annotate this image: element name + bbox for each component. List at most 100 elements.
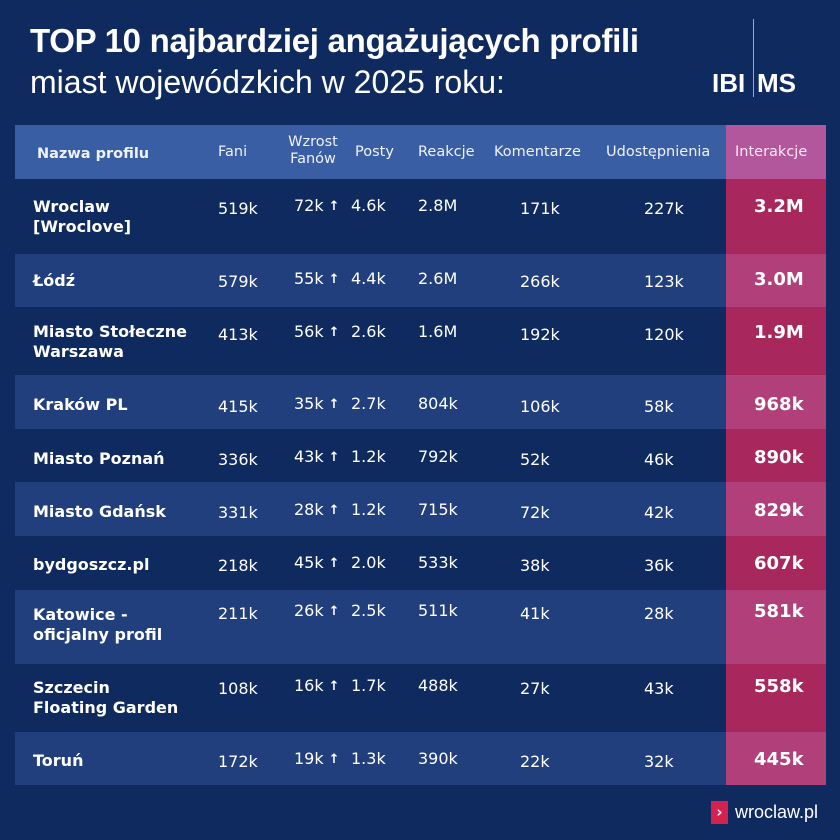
- posts-value: 2.7k: [351, 394, 386, 413]
- shares-value: 43k: [644, 679, 674, 698]
- profile-name: Wroclaw [Wroclove]: [33, 197, 131, 237]
- posts-value: 1.7k: [351, 676, 386, 695]
- growth-cell: 45k ↑: [294, 553, 340, 572]
- comments-value: 41k: [520, 604, 550, 623]
- profile-name: Miasto Stołeczne Warszawa: [33, 322, 187, 362]
- growth-cell: 19k ↑: [294, 749, 340, 768]
- fans-value: 579k: [218, 272, 258, 291]
- column-header-shares: Udostępnienia: [606, 144, 711, 160]
- profile-name-line2: Warszawa: [33, 342, 124, 361]
- reactions-value: 2.8M: [418, 196, 458, 215]
- interactions-value: 890k: [754, 447, 804, 468]
- growth-cell: 26k ↑: [294, 601, 340, 620]
- shares-value: 123k: [644, 272, 684, 291]
- interactions-value: 3.2M: [754, 196, 804, 217]
- arrow-up-icon: ↑: [328, 450, 340, 465]
- comments-value: 72k: [520, 503, 550, 522]
- table-row: Kraków PL 415k 35k ↑ 2.7k 804k 106k 58k 968k: [15, 375, 826, 429]
- arrow-up-icon: ↑: [328, 325, 340, 340]
- interactions-value: 968k: [754, 394, 804, 415]
- comments-value: 266k: [520, 272, 560, 291]
- column-header-posts: Posty: [355, 144, 394, 160]
- comments-value: 192k: [520, 325, 560, 344]
- posts-value: 2.0k: [351, 553, 386, 572]
- reactions-value: 533k: [418, 553, 458, 572]
- column-header-interactions: Interakcje: [735, 144, 808, 160]
- growth-cell: 16k ↑: [294, 676, 340, 695]
- interactions-cell: 1.9M: [726, 307, 826, 375]
- growth-value: 72k: [294, 196, 324, 215]
- profile-name: Toruń: [33, 751, 83, 771]
- column-header-reactions: Reakcje: [418, 144, 475, 160]
- interactions-value: 1.9M: [754, 322, 804, 343]
- profile-name-line2: [Wroclove]: [33, 217, 132, 236]
- growth-cell: 35k ↑: [294, 394, 340, 413]
- reactions-value: 792k: [418, 447, 458, 466]
- table-row: Miasto Gdańsk 331k 28k ↑ 1.2k 715k 72k 42k 829k: [15, 482, 826, 536]
- table-row: Wroclaw [Wroclove] 519k 72k ↑ 4.6k 2.8M 171k 227…: [15, 179, 826, 254]
- interactions-value: 558k: [754, 676, 804, 697]
- interactions-cell: 829k: [726, 482, 826, 536]
- growth-value: 56k: [294, 322, 324, 341]
- shares-value: 58k: [644, 397, 674, 416]
- shares-value: 28k: [644, 604, 674, 623]
- growth-cell: 28k ↑: [294, 500, 340, 519]
- profile-name-line1: Kraków PL: [33, 395, 128, 414]
- growth-value: 35k: [294, 394, 324, 413]
- interactions-cell: 607k: [726, 536, 826, 590]
- shares-value: 32k: [644, 752, 674, 771]
- growth-value: 16k: [294, 676, 324, 695]
- column-header-name: Nazwa profilu: [37, 146, 150, 162]
- growth-cell: 55k ↑: [294, 269, 340, 288]
- profile-name-line1: Szczecin: [33, 678, 110, 697]
- logo-left-text: IBI: [712, 68, 746, 98]
- reactions-value: 488k: [418, 676, 458, 695]
- table-row: Katowice - oficjalny profil 211k 26k ↑ 2.5k 51…: [15, 590, 826, 664]
- column-header-fans: Fani: [218, 144, 248, 160]
- profile-name: Szczecin Floating Garden: [33, 678, 178, 718]
- chevron-right-icon: ›: [711, 801, 728, 824]
- fans-value: 413k: [218, 325, 258, 344]
- fans-value: 108k: [218, 679, 258, 698]
- interactions-value: 607k: [754, 553, 804, 574]
- table-body: Wroclaw [Wroclove] 519k 72k ↑ 4.6k 2.8M 171k 227…: [15, 179, 826, 785]
- profile-name-line1: Miasto Poznań: [33, 449, 165, 468]
- profile-name-line1: Miasto Gdańsk: [33, 502, 166, 521]
- profile-name-line2: oficjalny profil: [33, 625, 163, 644]
- reactions-value: 2.6M: [418, 269, 458, 288]
- posts-value: 2.5k: [351, 601, 386, 620]
- column-header-interactions-bg: Interakcje: [726, 125, 826, 179]
- comments-value: 171k: [520, 199, 560, 218]
- table-row: bydgoszcz.pl 218k 45k ↑ 2.0k 533k 38k 36k 607k: [15, 536, 826, 590]
- fans-value: 218k: [218, 556, 258, 575]
- posts-value: 4.4k: [351, 269, 386, 288]
- fans-value: 519k: [218, 199, 258, 218]
- profile-name: Miasto Poznań: [33, 449, 165, 469]
- profile-name: bydgoszcz.pl: [33, 555, 149, 575]
- growth-value: 26k: [294, 601, 324, 620]
- profile-name: Kraków PL: [33, 395, 128, 415]
- posts-value: 1.2k: [351, 500, 386, 519]
- posts-value: 1.3k: [351, 749, 386, 768]
- fans-value: 331k: [218, 503, 258, 522]
- reactions-value: 804k: [418, 394, 458, 413]
- column-header-growth-line2: Fanów: [290, 151, 336, 167]
- shares-value: 46k: [644, 450, 674, 469]
- shares-value: 42k: [644, 503, 674, 522]
- interactions-cell: 445k: [726, 732, 826, 785]
- growth-value: 55k: [294, 269, 324, 288]
- growth-value: 19k: [294, 749, 324, 768]
- comments-value: 22k: [520, 752, 550, 771]
- profile-name-line1: Miasto Stołeczne: [33, 322, 187, 341]
- arrow-up-icon: ↑: [328, 752, 340, 767]
- interactions-value: 581k: [754, 601, 804, 622]
- comments-value: 52k: [520, 450, 550, 469]
- arrow-up-icon: ↑: [328, 397, 340, 412]
- source-text: wroclaw.pl: [735, 802, 819, 822]
- reactions-value: 1.6M: [418, 322, 458, 341]
- ranking-table: Nazwa profilu Fani Wzrost Fanów Posty Rea…: [15, 125, 826, 785]
- profile-name: Łódź: [33, 271, 75, 291]
- reactions-value: 715k: [418, 500, 458, 519]
- table-row: Szczecin Floating Garden 108k 16k ↑ 1.7k 488k 2…: [15, 664, 826, 732]
- fans-value: 172k: [218, 752, 258, 771]
